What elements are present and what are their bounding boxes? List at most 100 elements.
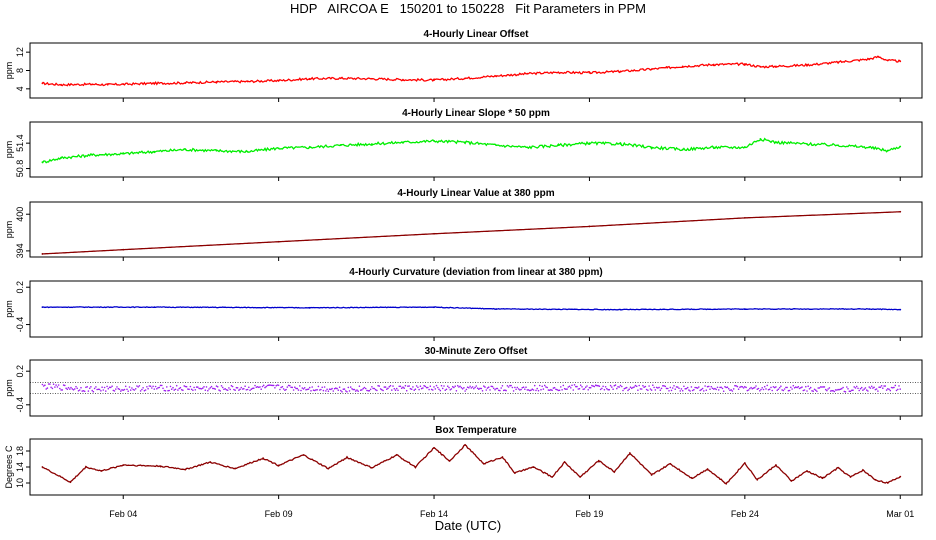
data-point bbox=[743, 63, 746, 65]
y-axis-label: ppm bbox=[4, 221, 14, 239]
data-point bbox=[619, 70, 622, 73]
data-point bbox=[122, 152, 125, 155]
data-point bbox=[448, 460, 451, 462]
data-point bbox=[122, 83, 125, 86]
data-point bbox=[246, 80, 249, 83]
data-point bbox=[557, 144, 560, 147]
data-point bbox=[339, 144, 342, 147]
data-point bbox=[153, 306, 156, 309]
plot-frame bbox=[29, 121, 923, 178]
data-point bbox=[712, 63, 715, 66]
data-point bbox=[725, 482, 728, 485]
data-point bbox=[433, 140, 435, 142]
data-point bbox=[215, 81, 218, 83]
y-tick-label: 51.4 bbox=[15, 134, 25, 152]
data-point bbox=[557, 71, 560, 74]
data-point bbox=[837, 466, 839, 469]
data-point bbox=[899, 60, 902, 63]
data-point bbox=[579, 476, 582, 478]
panel-linear-offset: 4-Hourly Linear Offset ppm 4 8 12 bbox=[4, 29, 923, 102]
data-point bbox=[60, 83, 62, 86]
data-point bbox=[886, 149, 889, 152]
plot-frame bbox=[29, 280, 923, 338]
data-point bbox=[184, 468, 187, 471]
data-point bbox=[41, 466, 44, 468]
y-tick-label: -0.4 bbox=[15, 317, 25, 333]
data-point bbox=[743, 462, 746, 464]
panel-title: 4-Hourly Linear Offset bbox=[423, 29, 529, 40]
data-point bbox=[666, 66, 669, 69]
data-point bbox=[886, 59, 889, 62]
data-point bbox=[743, 146, 746, 149]
y-axis-label: ppm bbox=[4, 379, 14, 397]
panel-title: 4-Hourly Curvature (deviation from linea… bbox=[349, 267, 602, 278]
data-point bbox=[85, 466, 87, 468]
data-point bbox=[402, 141, 404, 144]
data-point bbox=[681, 148, 684, 151]
data-point bbox=[159, 465, 162, 468]
data-point bbox=[433, 232, 435, 235]
data-point bbox=[433, 446, 435, 449]
data-point bbox=[277, 79, 280, 82]
data-point bbox=[464, 141, 467, 144]
data-point bbox=[501, 456, 504, 458]
x-tick-label: Feb 04 bbox=[109, 509, 137, 519]
data-point bbox=[650, 146, 653, 149]
data-point bbox=[775, 65, 777, 68]
data-point bbox=[868, 308, 871, 310]
data-point bbox=[209, 461, 212, 464]
data-point bbox=[563, 461, 566, 464]
y-axis-label: ppm bbox=[4, 141, 14, 159]
x-tick-label: Feb 19 bbox=[575, 509, 603, 519]
x-tick-label: Feb 14 bbox=[420, 509, 448, 519]
data-point bbox=[756, 478, 759, 481]
data-point bbox=[184, 148, 187, 151]
panel-curvature: 4-Hourly Curvature (deviation from linea… bbox=[4, 267, 923, 341]
data-point bbox=[613, 470, 616, 473]
data-point bbox=[706, 468, 709, 470]
panel-zero-offset: 30-Minute Zero Offset ppm-0.4 0.2 bbox=[4, 346, 923, 420]
y-tick-label: 0.2 bbox=[15, 365, 25, 378]
data-point bbox=[874, 478, 877, 481]
y-tick-label: 18 bbox=[15, 446, 25, 456]
data-point bbox=[60, 157, 62, 159]
data-point bbox=[899, 210, 902, 213]
x-axis-title: Date (UTC) bbox=[434, 518, 502, 533]
data-point bbox=[346, 456, 348, 459]
data-point bbox=[395, 454, 398, 456]
data-point bbox=[69, 481, 72, 484]
data-point bbox=[868, 58, 871, 60]
data-point bbox=[868, 146, 871, 149]
data-point bbox=[302, 454, 305, 456]
y-axis-label: ppm bbox=[4, 300, 14, 318]
data-point bbox=[215, 149, 218, 152]
figure-title: HDP AIRCOA E 150201 to 150228 Fit Parame… bbox=[290, 1, 646, 16]
data-point bbox=[495, 75, 498, 77]
data-point bbox=[821, 477, 824, 480]
data-point bbox=[153, 150, 156, 153]
y-tick-label: 14 bbox=[15, 462, 25, 472]
data-point bbox=[886, 482, 889, 484]
data-point bbox=[464, 77, 467, 80]
data-point bbox=[433, 79, 435, 82]
data-point bbox=[775, 464, 777, 466]
data-point bbox=[759, 65, 762, 68]
data-point bbox=[806, 64, 808, 66]
data-point bbox=[899, 308, 902, 311]
y-tick-label: 0.2 bbox=[15, 281, 25, 294]
data-point bbox=[681, 65, 684, 68]
data-point bbox=[402, 78, 404, 81]
data-point bbox=[806, 470, 808, 472]
data-series-line bbox=[41, 137, 901, 164]
y-tick-label: 10 bbox=[15, 478, 25, 488]
data-point bbox=[712, 146, 715, 149]
data-series-points bbox=[41, 383, 902, 393]
x-tick-label: Mar 01 bbox=[886, 509, 914, 519]
data-point bbox=[495, 144, 498, 147]
x-tick-label: Feb 24 bbox=[731, 509, 759, 519]
data-point bbox=[122, 248, 125, 251]
data-point bbox=[775, 141, 777, 144]
data-point bbox=[650, 474, 653, 476]
y-tick-label: 8 bbox=[15, 68, 25, 73]
